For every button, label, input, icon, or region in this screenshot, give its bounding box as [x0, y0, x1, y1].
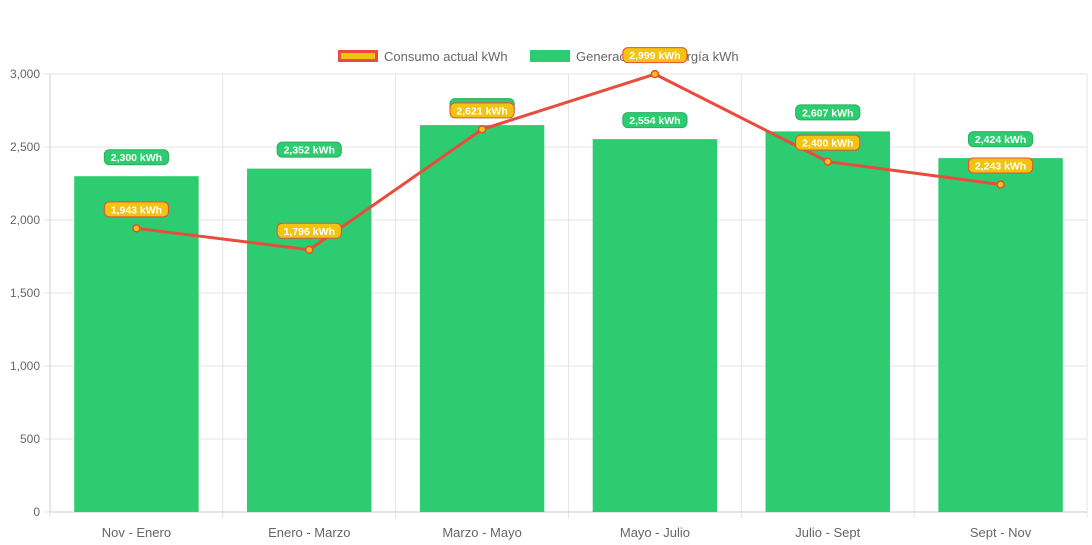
line-data-label: 1,943 kWh [111, 204, 162, 216]
line-point [650, 69, 660, 79]
y-tick-label: 2,000 [10, 213, 40, 227]
x-tick-label: Marzo - Mayo [442, 525, 521, 540]
y-tick-label: 0 [33, 505, 40, 519]
y-tick-label: 500 [20, 432, 40, 446]
bar [938, 158, 1063, 512]
consumo-line [136, 72, 1001, 252]
line-data-label-bg [276, 222, 342, 239]
line-data-label-bg [622, 47, 688, 64]
legend-label-consumo: Consumo actual kWh [384, 48, 508, 64]
line-data-label: 2,243 kWh [975, 161, 1026, 173]
bar-data-label: 2,424 kWh [975, 134, 1026, 146]
x-tick-label: Mayo - Julio [620, 525, 690, 540]
line-point [823, 157, 832, 166]
line-data-label: 2,400 kWh [802, 138, 853, 150]
line-point [132, 224, 141, 233]
bar-data-label-bg [276, 141, 342, 158]
line-data-label-bg [795, 134, 861, 151]
bar-data-label: 2,554 kWh [629, 115, 680, 127]
line-data-label: 2,621 kWh [456, 105, 507, 117]
line-data-label-bg [967, 157, 1034, 174]
bar-data-label-bg [795, 104, 861, 121]
line-data-label: 1,796 kWh [284, 226, 335, 238]
y-tick-label: 2,500 [10, 140, 40, 154]
line-point [305, 245, 314, 255]
line-data-label-bg [449, 102, 515, 119]
y-tick-label: 1,500 [10, 286, 40, 300]
x-tick-label: Nov - Enero [102, 525, 171, 540]
line-data-label: 2,999 kWh [629, 50, 680, 62]
x-tick-label: Enero - Marzo [268, 525, 350, 540]
bar [592, 139, 718, 512]
y-tick-label: 3,000 [10, 67, 40, 81]
bar-data-label-bg [622, 112, 688, 129]
bar-data-label: 2,352 kWh [284, 145, 335, 157]
bar-data-label: 2,300 kWh [111, 152, 162, 164]
line-data-label-bg [103, 201, 170, 218]
x-tick-label: Sept - Nov [970, 525, 1032, 540]
legend-item-consumo[interactable]: Consumo actual kWh [338, 46, 508, 66]
legend-swatch-generacion [530, 50, 570, 62]
line-point [996, 180, 1005, 189]
legend-swatch-consumo [338, 50, 378, 62]
y-tick-label: 1,000 [10, 359, 40, 373]
bar-data-label-bg [103, 149, 170, 166]
bar-data-label: 2,607 kWh [802, 107, 853, 119]
x-tick-label: Julio - Sept [795, 525, 860, 540]
line-point [477, 125, 487, 134]
bar-data-label-bg [967, 131, 1034, 148]
bar [419, 125, 545, 512]
bar [765, 131, 890, 513]
